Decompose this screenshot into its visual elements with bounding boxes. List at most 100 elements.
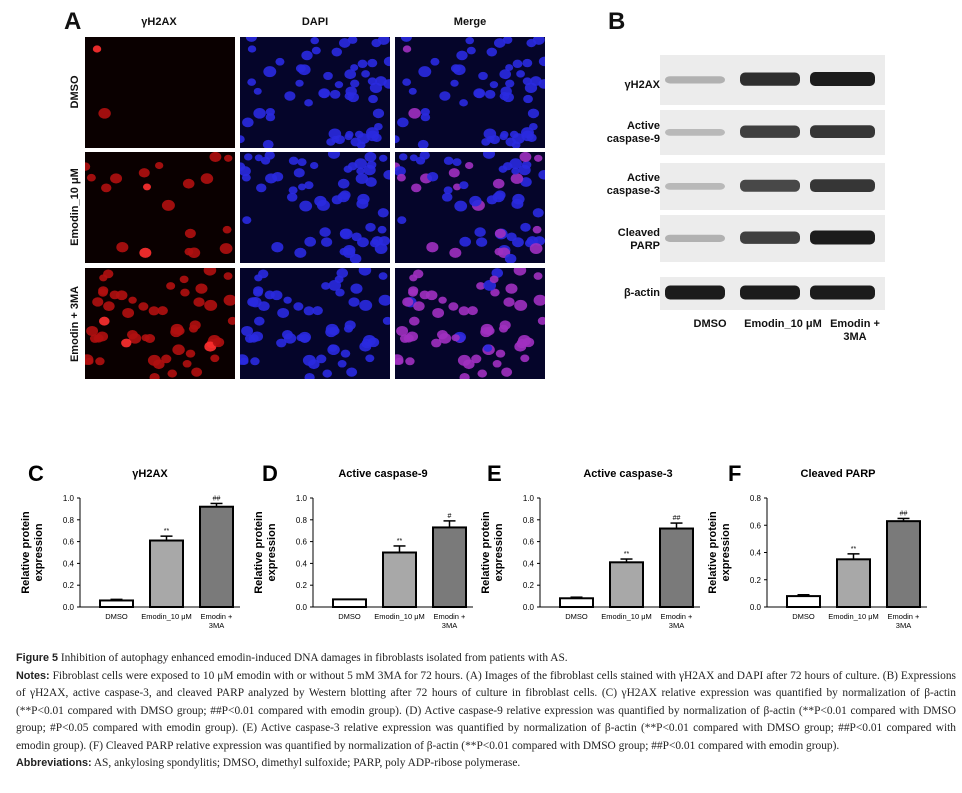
- x-tick-label: Emodin_10 μM: [828, 612, 879, 621]
- micrograph-dapi-row2: [240, 152, 390, 263]
- abbreviations-text: AS, ankylosing spondylitis; DMSO, dimeth…: [93, 757, 521, 769]
- blot-band: [665, 129, 725, 136]
- chart-title: Active caspase-9: [338, 468, 427, 480]
- figure-title: Inhibition of autophagy enhanced emodin-…: [60, 652, 568, 664]
- lane-label-emodin: Emodin_10 μM: [744, 318, 822, 330]
- y-tick-label: 0.2: [296, 581, 308, 590]
- bar: [559, 597, 594, 608]
- micrograph-gh2ax-row1: [85, 37, 235, 148]
- y-tick-label: 0.6: [750, 521, 762, 530]
- x-tick-label: DMSO: [565, 612, 588, 621]
- blot-band: [665, 183, 725, 190]
- blot-band: [810, 125, 875, 139]
- micrograph-merge-row2: [395, 152, 545, 263]
- row-label-emodin: Emodin_10 μM: [69, 168, 81, 246]
- micrograph-merge-row1: [395, 37, 545, 148]
- y-tick-label: 1.0: [523, 494, 535, 503]
- bar: [199, 505, 234, 608]
- y-tick-label: 1.0: [63, 494, 75, 503]
- panel-a-label: A: [64, 8, 82, 35]
- bar: [786, 595, 821, 609]
- y-tick-label: 1.0: [296, 494, 308, 503]
- blot-band: [665, 285, 725, 300]
- band-label-caspase9: Active caspase-9: [606, 120, 660, 145]
- band-label-gh2ax: γH2AX: [624, 79, 660, 91]
- bar: [659, 527, 694, 608]
- bar: [332, 598, 367, 608]
- blot-band: [740, 231, 800, 244]
- chart-title: Active caspase-3: [583, 468, 672, 480]
- x-tick-label: Emodin_10 μM: [374, 612, 425, 621]
- micrograph-dapi-row1: [240, 37, 390, 148]
- significance-label: ##: [673, 515, 681, 522]
- blot-band: [740, 72, 800, 86]
- bar: [149, 539, 184, 608]
- significance-label: **: [164, 528, 170, 535]
- y-tick-label: 0.6: [296, 538, 308, 547]
- y-tick-label: 0.8: [63, 516, 75, 525]
- western-blot: [660, 55, 885, 310]
- y-tick-label: 0.6: [523, 538, 535, 547]
- y-tick-label: 0.0: [296, 603, 308, 612]
- significance-label: **: [624, 551, 630, 558]
- figure-caption: Figure 5 Inhibition of autophagy enhance…: [16, 650, 956, 773]
- blot-band: [740, 125, 800, 138]
- lane-label-dmso: DMSO: [693, 318, 727, 330]
- band-label-beta-actin: β-actin: [623, 287, 660, 299]
- y-tick-label: 0.8: [523, 516, 535, 525]
- y-tick-label: 0.2: [63, 581, 75, 590]
- lane-label-emodin-3ma: Emodin + 3MA: [830, 318, 880, 343]
- blot-band: [665, 76, 725, 84]
- y-tick-label: 0.4: [296, 559, 308, 568]
- significance-label: ##: [900, 510, 908, 517]
- micrograph-merge-row3: [395, 268, 545, 379]
- y-tick-label: 0.0: [523, 603, 535, 612]
- micrograph-gh2ax-row2: [85, 152, 235, 263]
- y-tick-label: 0.2: [523, 581, 535, 590]
- panel-label: D: [262, 461, 278, 486]
- y-tick-label: 0.8: [296, 516, 308, 525]
- row-label-dmso: DMSO: [69, 75, 81, 109]
- y-tick-label: 0.0: [63, 603, 75, 612]
- panel-label: C: [28, 461, 44, 486]
- y-axis-label: Relative proteinexpression: [253, 511, 278, 594]
- y-tick-label: 0.2: [750, 576, 762, 585]
- x-tick-label: DMSO: [105, 612, 128, 621]
- y-axis-label: Relative proteinexpression: [480, 511, 505, 594]
- bar: [886, 520, 921, 608]
- chart-D: D Active caspase-9 Relative proteinexpress…: [253, 461, 473, 630]
- x-tick-label: Emodin +3MA: [434, 612, 467, 630]
- y-tick-label: 0.4: [523, 559, 535, 568]
- x-tick-label: Emodin_10 μM: [141, 612, 192, 621]
- chart-F: F Cleaved PARP Relative proteinexpression 0…: [707, 461, 927, 630]
- blot-band: [740, 179, 800, 192]
- blot-band: [810, 285, 875, 300]
- blot-band: [665, 234, 725, 242]
- bar: [836, 558, 871, 608]
- panel-label: F: [728, 461, 741, 486]
- y-axis-label: Relative proteinexpression: [707, 511, 732, 594]
- column-header-merge: Merge: [453, 16, 487, 28]
- y-tick-label: 0.4: [63, 559, 75, 568]
- x-tick-label: DMSO: [792, 612, 815, 621]
- blot-band: [810, 179, 875, 193]
- column-header-dapi: DAPI: [301, 16, 329, 28]
- bar: [609, 561, 644, 608]
- panel-b-label: B: [608, 8, 626, 35]
- x-tick-label: Emodin_10 μM: [601, 612, 652, 621]
- micrograph-gh2ax-row3: [85, 268, 235, 379]
- y-tick-label: 0.4: [750, 549, 762, 558]
- notes-label: Notes:: [16, 669, 50, 682]
- band-label-caspase3: Active caspase-3: [606, 172, 660, 197]
- column-header-gh2ax: γH2AX: [141, 16, 177, 28]
- chart-title: Cleaved PARP: [801, 468, 876, 480]
- y-axis-label: Relative proteinexpression: [20, 511, 45, 594]
- notes-text: Fibroblast cells were exposed to 10 μM e…: [16, 669, 956, 752]
- micrograph-dapi-row3: [240, 268, 390, 379]
- blot-band: [740, 285, 800, 300]
- figure-label: Figure 5: [16, 652, 58, 664]
- y-tick-label: 0.8: [750, 494, 762, 503]
- chart-E: E Active caspase-3 Relative proteinexpress…: [480, 461, 700, 630]
